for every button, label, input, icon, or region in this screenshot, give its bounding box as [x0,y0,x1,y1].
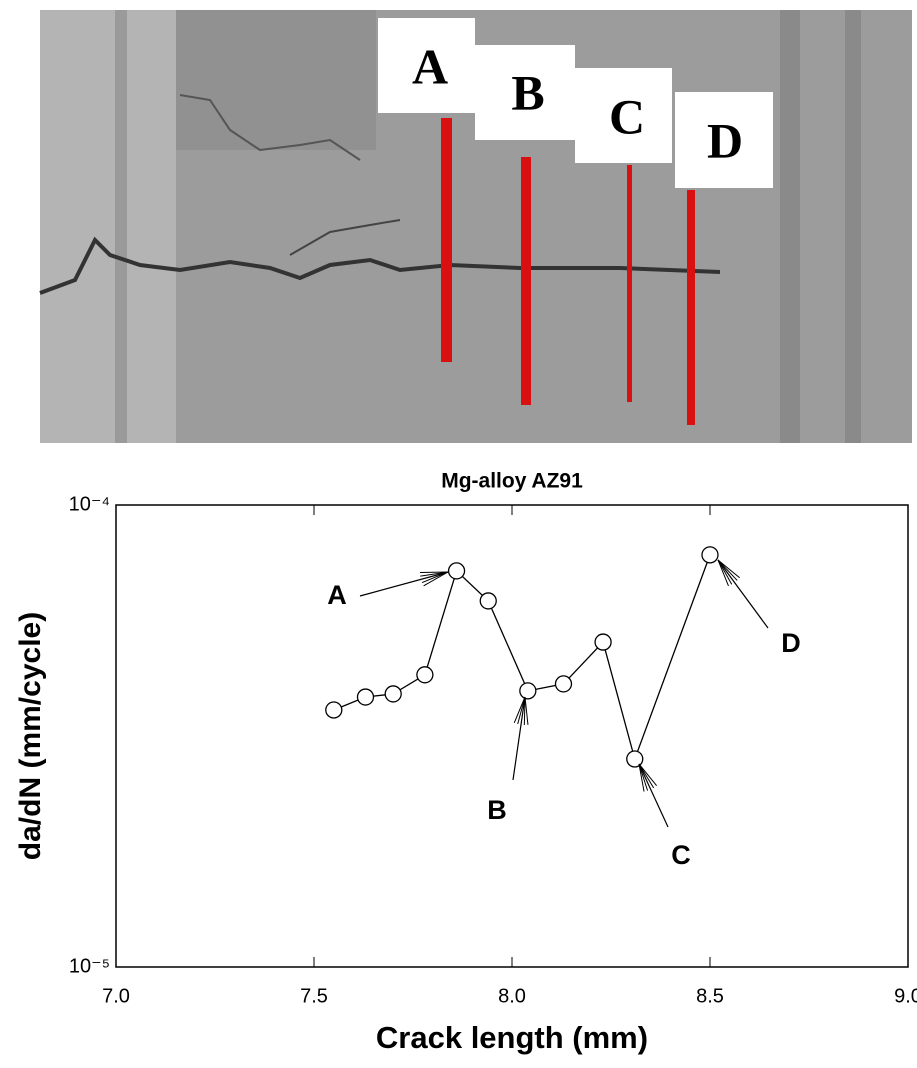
crack [39,236,721,295]
arrow-head [420,571,449,577]
arrow-head [717,559,733,585]
annotation-arrow [359,571,449,597]
data-line [333,554,711,762]
arrow-head [717,559,738,581]
arrow-head [717,559,740,579]
red-line [627,165,632,402]
annotation: B [487,795,507,825]
photo-shade [176,10,376,150]
data-point [325,701,343,719]
annotation: A [327,580,347,610]
annotation-arrow [512,696,526,781]
data-point [384,685,402,703]
arrow-head [513,696,526,724]
data-point [416,666,434,684]
label-box [675,92,773,188]
label-box [378,18,475,113]
data-point [356,688,375,706]
red-line [521,157,531,405]
label-box [575,68,672,163]
photo: A B C D [39,10,912,443]
arrow-head [421,571,449,584]
arrow-head [423,571,449,587]
y-tick-label: 10⁻⁴ [69,493,110,515]
data-point [554,675,573,693]
data-point [519,682,537,700]
annotation-arrow [638,763,669,828]
x-axis-label: Crack length (mm) [376,1020,648,1055]
arrow-head [638,763,655,789]
data-point [447,562,466,580]
x-tick-label: 7.0 [102,985,130,1007]
x-tick-label: 7.5 [300,985,328,1007]
photo-stripe [780,10,800,443]
arrow-head [517,696,526,725]
photo-label: A [412,38,448,94]
data-point [479,592,497,610]
x-tick-label: 9.0 [894,985,917,1007]
arrow-head [523,696,526,726]
annotation-arrow [717,559,769,629]
crack [179,94,361,161]
arrow-head [638,763,658,787]
chart-title: Mg-alloy AZ91 [441,470,583,493]
y-tick-label: 10⁻⁵ [69,955,110,977]
x-tick-label: 8.0 [498,985,526,1007]
photo-stripe [115,10,127,443]
arrow-head [638,763,649,791]
plot-frame [115,504,909,968]
annotation: C [671,840,691,870]
red-line [687,190,695,425]
y-axis-label: da/dN (mm/cycle) [14,612,47,860]
photo-stripe [845,10,861,443]
photo-label: D [707,112,743,168]
arrow-head [524,696,529,725]
crack [289,219,401,256]
photo-strip [40,10,176,443]
annotation: D [781,628,801,658]
photo-label: C [609,88,645,144]
data-point [626,750,644,768]
photo-label: B [511,64,544,120]
red-line [441,118,452,362]
arrow-head [717,559,729,587]
label-box [475,45,575,140]
data-point [594,633,612,651]
arrow-head [638,763,645,792]
data-point [701,546,719,564]
x-tick-label: 8.5 [696,985,724,1007]
